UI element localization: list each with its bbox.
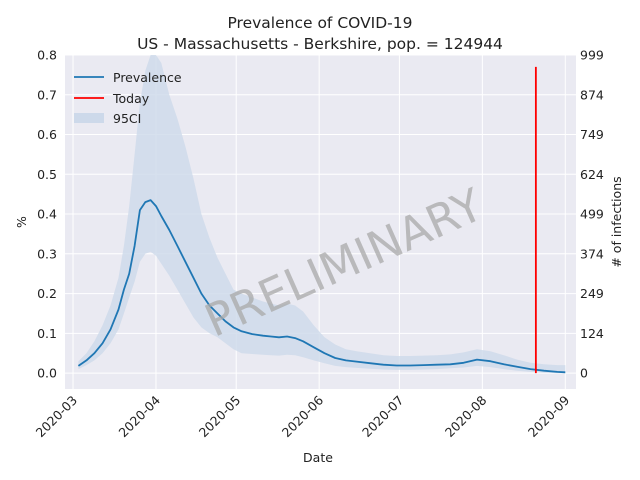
prevalence-line [77,199,566,374]
x-tick-label: 2020-03 [33,393,81,441]
legend-label-today: Today [112,91,150,106]
ci-band [78,55,566,374]
y2-axis-label: # of infections [609,176,624,267]
y2-tick-label: 0 [580,366,588,381]
y2-axis-ticks: 0 124 249 374 499 624 749 874 999 [580,48,604,381]
x-axis-ticks: 2020-03 2020-04 2020-05 2020-06 2020-07 2020-… [33,392,573,440]
y2-tick-label: 624 [580,167,604,182]
x-axis-label: Date [303,450,333,465]
y-tick-label: 0.4 [37,207,57,222]
y2-tick-label: 999 [580,48,604,63]
y2-tick-label: 249 [580,286,604,301]
x-tick-label: 2020-07 [359,393,407,441]
legend-label-prevalence: Prevalence [113,70,182,85]
y-tick-label: 0.3 [37,246,57,261]
x-tick-label: 2020-06 [279,392,327,440]
y-tick-label: 0.0 [37,366,57,381]
legend-label-95ci: 95CI [113,111,141,126]
y-tick-label: 0.7 [37,87,57,102]
y2-tick-label: 374 [580,246,604,261]
y-axis-ticks: 0.0 0.1 0.2 0.3 0.4 0.5 0.6 0.7 0.8 [37,48,57,381]
y2-tick-label: 749 [580,127,604,142]
y-tick-label: 0.1 [37,326,57,341]
x-tick-label: 2020-09 [525,392,573,440]
x-tick-label: 2020-04 [116,392,164,440]
y2-tick-label: 124 [580,326,604,341]
x-tick-label: 2020-08 [442,392,490,440]
legend: Prevalence Today 95CI [74,70,182,126]
chart-subtitle: US - Massachusetts - Berkshire, pop. = 1… [137,35,503,53]
y2-tick-label: 874 [580,87,604,102]
y2-tick-label: 499 [580,207,604,222]
y-tick-label: 0.2 [37,286,57,301]
legend-swatch-95ci [74,113,104,123]
y-tick-label: 0.8 [37,48,57,63]
chart-title: Prevalence of COVID-19 [227,14,412,32]
x-tick-label: 2020-05 [196,393,244,441]
y-axis-label: % [14,216,29,228]
y-tick-label: 0.6 [37,127,57,142]
y-tick-label: 0.5 [37,167,57,182]
